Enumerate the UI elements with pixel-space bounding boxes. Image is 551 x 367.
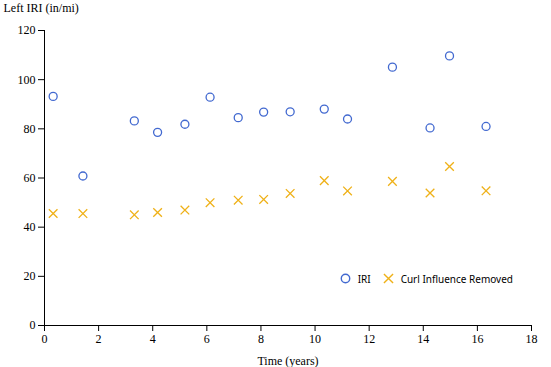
svg-text:0: 0 <box>30 318 36 332</box>
svg-text:20: 20 <box>24 269 36 283</box>
svg-text:6: 6 <box>204 332 210 346</box>
svg-text:Time (years): Time (years) <box>257 354 318 367</box>
svg-text:100: 100 <box>18 73 36 87</box>
svg-text:14: 14 <box>417 332 429 346</box>
svg-text:0: 0 <box>42 332 48 346</box>
svg-text:18: 18 <box>526 332 538 346</box>
html-text:Curl Influence Removed: Curl Influence Removed <box>400 271 513 286</box>
svg-text:40: 40 <box>24 220 36 234</box>
svg-text:2: 2 <box>96 332 102 346</box>
html-text:IRI: IRI <box>357 271 371 286</box>
svg-text:8: 8 <box>258 332 264 346</box>
svg-text:80: 80 <box>24 122 36 136</box>
svg-text:16: 16 <box>471 332 483 346</box>
svg-text:60: 60 <box>24 171 36 185</box>
svg-text:4: 4 <box>150 332 156 346</box>
svg-text:12: 12 <box>363 332 375 346</box>
svg-text:Left IRI (in/mi): Left IRI (in/mi) <box>4 1 79 15</box>
svg-text:10: 10 <box>309 332 321 346</box>
svg-text:120: 120 <box>18 23 36 37</box>
